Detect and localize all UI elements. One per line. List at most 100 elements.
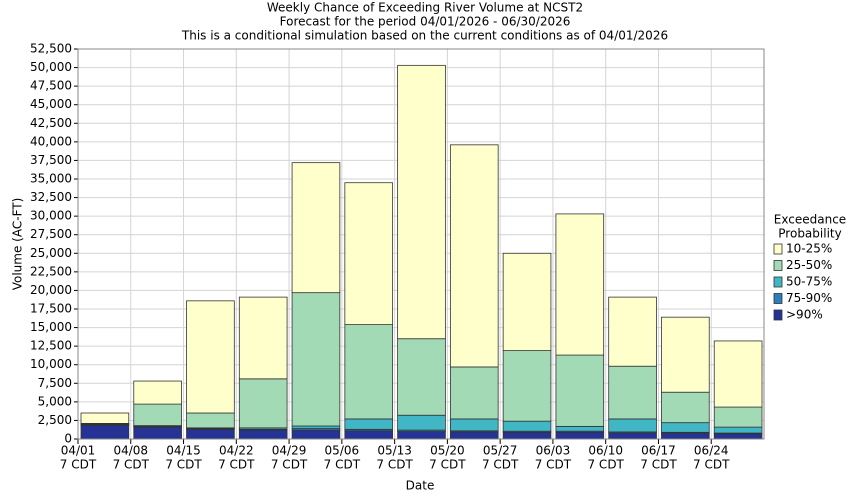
y-tick-label: 40,000 <box>30 134 72 148</box>
y-tick-label: 42,500 <box>30 116 72 130</box>
bar-segment <box>397 414 446 431</box>
bar-segment <box>397 64 446 340</box>
y-axis-label: Volume (AC-FT) <box>11 198 25 291</box>
y-tick-label: 2,500 <box>38 413 72 427</box>
x-axis-label: Date <box>406 479 435 493</box>
bar-segment <box>502 350 552 422</box>
x-tick-label: 7 CDT <box>693 458 730 472</box>
legend-label: 10-25% <box>786 242 832 256</box>
chart-subtitle: Forecast for the period 04/01/2026 - 06/… <box>280 15 571 29</box>
y-tick-label: 22,500 <box>30 264 72 278</box>
plot-border <box>77 48 765 440</box>
bar-segment <box>555 213 605 356</box>
legend-swatch <box>773 243 783 255</box>
x-tick-label: 7 CDT <box>165 458 202 472</box>
bar-segment <box>713 406 763 428</box>
x-tick-label: 04/22 <box>219 444 254 458</box>
bar-segment <box>713 426 763 434</box>
bar-segment <box>608 418 657 433</box>
bar-segment <box>186 428 235 440</box>
bar-segment <box>397 431 446 440</box>
x-tick-label: 04/08 <box>113 444 148 458</box>
y-tick-label: 50,000 <box>30 60 72 74</box>
y-tick-label: 27,500 <box>30 227 72 241</box>
y-tick-label: 15,000 <box>30 320 72 334</box>
y-tick-label: 32,500 <box>30 190 72 204</box>
x-tick-label: 7 CDT <box>271 458 308 472</box>
bar-segment <box>502 252 552 352</box>
x-tick-label: 7 CDT <box>113 458 150 472</box>
bar-segment <box>344 182 394 325</box>
x-tick-label: 05/20 <box>430 444 465 458</box>
y-tick-label: 10,000 <box>30 357 72 371</box>
y-tick-label: 30,000 <box>30 209 72 223</box>
y-tick-label: 5,000 <box>38 394 72 408</box>
bar-segment <box>291 429 341 440</box>
y-tick-label: 35,000 <box>30 172 72 186</box>
bar-segment <box>555 425 605 432</box>
legend-swatch <box>773 293 783 304</box>
bar-segment <box>291 162 341 294</box>
y-tick-label: 25,000 <box>30 246 72 260</box>
x-tick-label: 05/27 <box>483 444 518 458</box>
x-tick-label: 7 CDT <box>640 458 677 472</box>
x-tick-label: 7 CDT <box>324 458 361 472</box>
x-tick-label: 06/24 <box>694 444 729 458</box>
chart-title: Weekly Chance of Exceeding River Volume … <box>267 1 583 15</box>
bar-segment <box>661 432 710 440</box>
bar-segment <box>344 324 394 420</box>
bar-segment <box>449 418 499 432</box>
y-tick-label: 52,500 <box>30 42 72 56</box>
y-tick-label: 7,500 <box>38 376 72 390</box>
x-tick-label: 06/17 <box>641 444 676 458</box>
bar-segment <box>133 426 182 440</box>
bar-segment <box>555 431 605 440</box>
x-tick-label: 7 CDT <box>60 458 97 472</box>
x-tick-label: 7 CDT <box>376 458 413 472</box>
bar-segment <box>661 316 710 393</box>
bar-segment <box>661 391 710 424</box>
y-tick-label: 37,500 <box>30 153 72 167</box>
legend-title: Probability <box>778 227 841 241</box>
bar-segment <box>186 412 235 429</box>
bar-segment <box>449 144 499 368</box>
legend-label: 50-75% <box>786 275 832 289</box>
legend-title: Exceedance <box>774 213 846 227</box>
bar-segment <box>502 431 552 440</box>
y-tick-label: 47,500 <box>30 79 72 93</box>
x-tick-label: 7 CDT <box>587 458 624 472</box>
bar-segment <box>80 424 130 440</box>
bar-segment <box>608 365 657 420</box>
y-tick-label: 45,000 <box>30 97 72 111</box>
x-tick-label: 04/29 <box>272 444 307 458</box>
y-tick-label: 20,000 <box>30 283 72 297</box>
bar-segment <box>713 433 763 440</box>
bar-segment <box>608 296 657 367</box>
legend-swatch <box>773 276 783 288</box>
legend-label: 75-90% <box>786 291 832 305</box>
bar-segment <box>238 296 288 380</box>
y-tick-label: 0 <box>64 432 72 446</box>
x-tick-label: 04/15 <box>166 444 201 458</box>
bar-segment <box>449 366 499 420</box>
x-tick-label: 7 CDT <box>429 458 466 472</box>
bar-segment <box>608 432 657 440</box>
x-tick-label: 05/06 <box>325 444 360 458</box>
bar-segment <box>291 292 341 427</box>
bar-segment <box>397 338 446 416</box>
x-tick-label: 05/13 <box>377 444 412 458</box>
bar-segment <box>80 412 130 424</box>
legend-swatch <box>773 260 783 271</box>
legend-swatch <box>773 309 783 321</box>
y-tick-label: 12,500 <box>30 339 72 353</box>
x-tick-label: 06/03 <box>536 444 571 458</box>
x-tick-label: 04/01 <box>61 444 96 458</box>
y-tick-label: 17,500 <box>30 302 72 316</box>
bar-segment <box>133 403 182 427</box>
bar-segment <box>555 354 605 427</box>
bar-segment <box>344 430 394 440</box>
bar-segment <box>502 420 552 432</box>
legend-label: >90% <box>786 308 823 322</box>
x-tick-label: 7 CDT <box>482 458 519 472</box>
